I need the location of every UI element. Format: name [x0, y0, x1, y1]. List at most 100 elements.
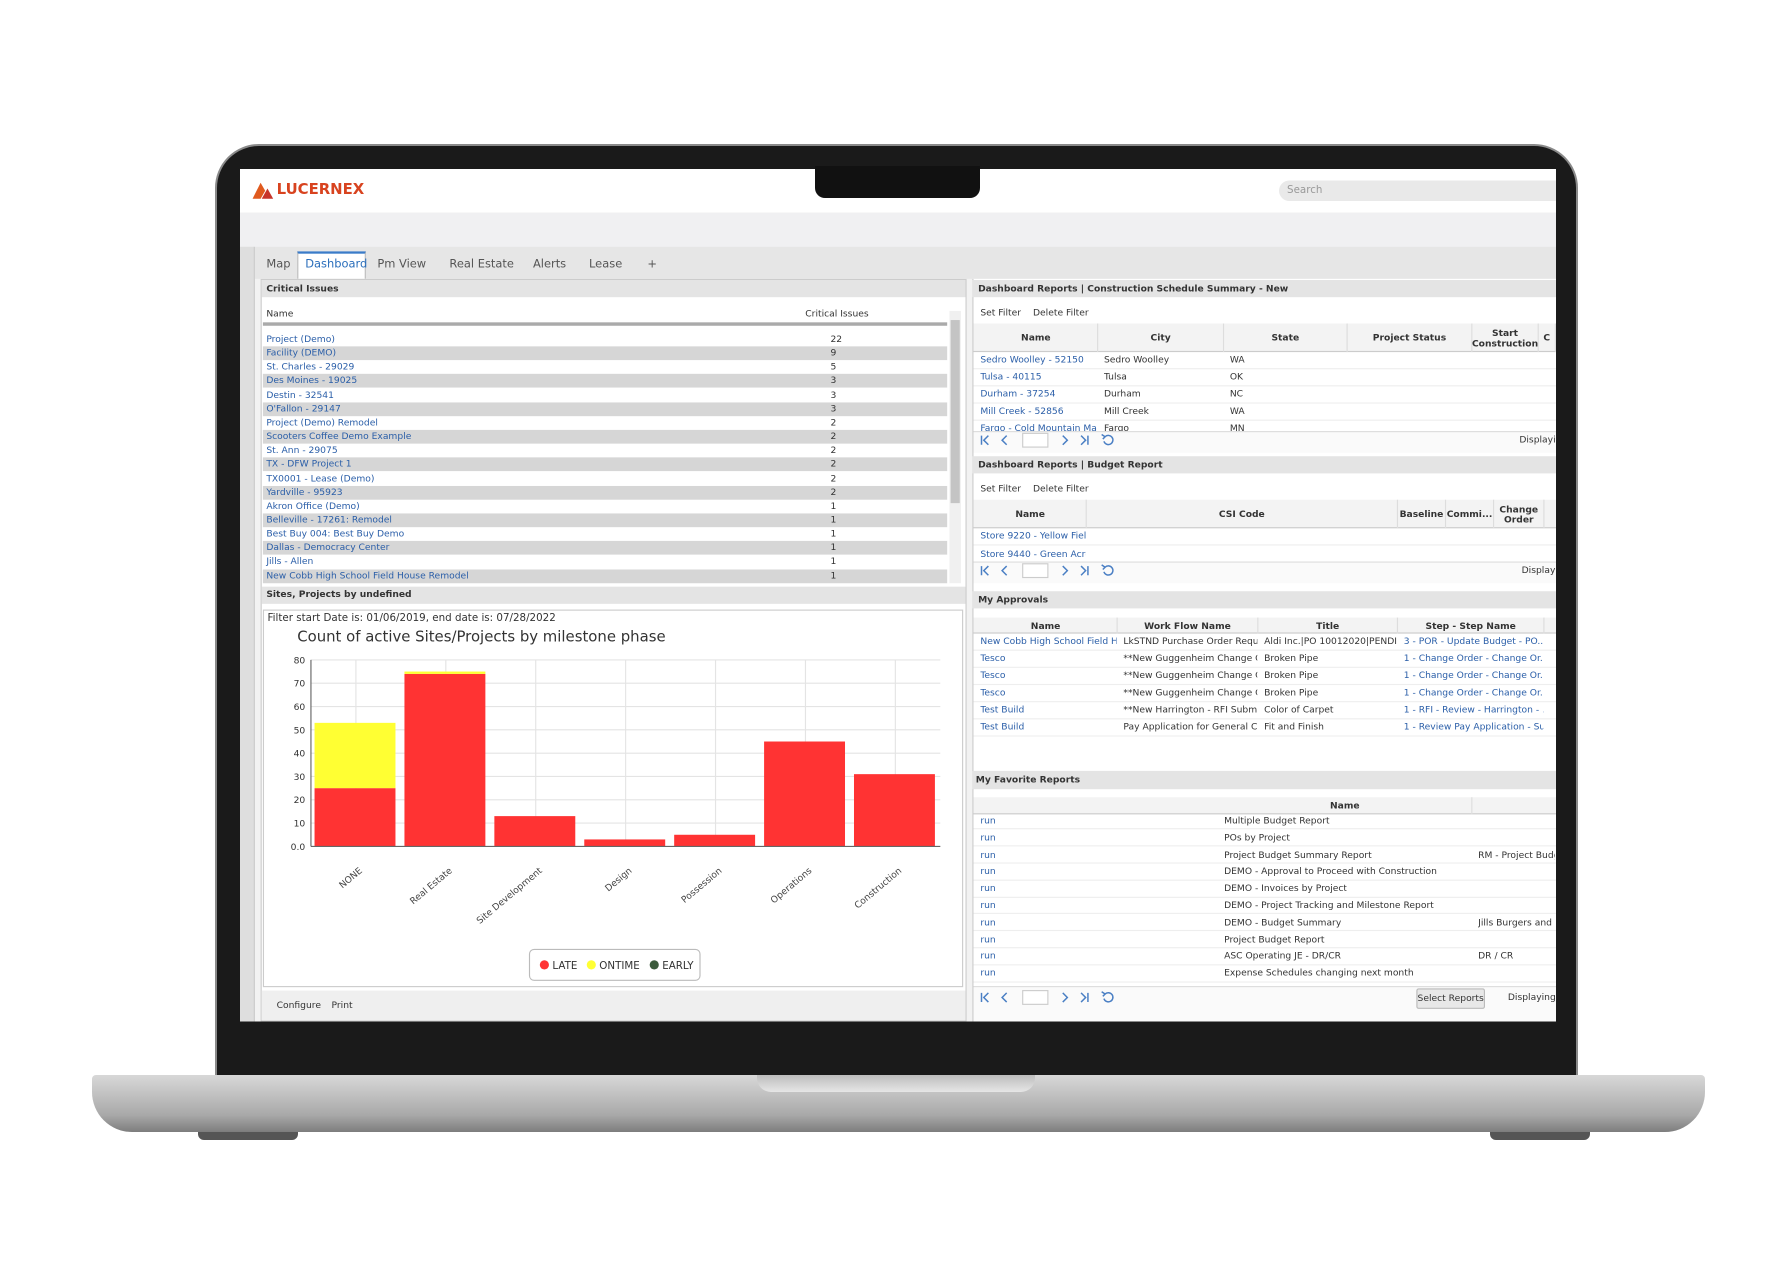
issue-name[interactable]: Project (Demo) [266, 333, 335, 345]
cell: DR / CR [1478, 951, 1514, 962]
issue-name[interactable]: New Cobb High School Field House Remodel [266, 570, 469, 581]
cell[interactable]: 1 - Change Order - Change Or... [1403, 653, 1544, 664]
issue-count: 2 [830, 417, 837, 428]
cell: DEMO - Project Tracking and Milestone Re… [1224, 900, 1434, 911]
scrollbar-thumb[interactable] [950, 320, 960, 504]
issue-name[interactable]: Akron Office (Demo) [266, 500, 360, 511]
issue-name[interactable]: Best Buy 004: Best Buy Demo [266, 528, 405, 539]
cell: Fit and Finish [1264, 721, 1324, 732]
action[interactable]: Delete Filter [1032, 483, 1089, 494]
row-line [973, 913, 1556, 915]
issue-count: 5 [830, 361, 837, 372]
cell[interactable]: Store 9440 - Green Acre... [980, 548, 1086, 560]
search-placeholder[interactable]: Search [1287, 185, 1323, 197]
bar-segment [404, 671, 486, 674]
legend-label: ONTIME [599, 960, 639, 972]
cell[interactable]: Sedro Woolley - 52150 [980, 354, 1084, 365]
cell[interactable]: Fargo - Cold Mountain Mall [980, 423, 1098, 434]
cell[interactable]: Test Build [980, 721, 1025, 732]
cell[interactable]: run [980, 832, 996, 843]
cell[interactable]: 1 - Change Order - Change Or... [1403, 670, 1544, 681]
column-header: Baseline [1398, 499, 1447, 529]
issue-name[interactable]: St. Ann - 29075 [266, 444, 338, 456]
cell[interactable]: Tulsa - 40115 [980, 371, 1042, 382]
tab[interactable]: Map [266, 258, 291, 271]
issue-name[interactable]: Yardville - 95923 [266, 486, 343, 498]
tab[interactable]: + [647, 258, 657, 271]
cell[interactable]: Store 9220 - Yellow Fiel... [980, 530, 1086, 541]
tab[interactable]: Alerts [532, 258, 567, 271]
issue-count: 2 [830, 472, 837, 484]
issue-name[interactable]: Project (Demo) Remodel [266, 417, 378, 428]
y-tick-label: 10 [294, 820, 306, 830]
issue-count: 22 [830, 333, 843, 345]
column-header: Change Order [1494, 499, 1545, 529]
cell[interactable]: run [980, 815, 996, 826]
column-header: Critical Issues [805, 308, 869, 319]
cell[interactable]: run [980, 951, 996, 962]
column-header: City [1098, 323, 1225, 353]
bar-segment [314, 788, 396, 847]
row-band [262, 374, 948, 389]
cell[interactable]: run [980, 967, 996, 979]
action[interactable]: Set Filter [980, 483, 1021, 494]
status: Displaying 1 [1507, 991, 1556, 1003]
issue-name[interactable]: St. Charles - 29029 [266, 361, 355, 372]
issue-name[interactable]: TX0001 - Lease (Demo) [266, 472, 375, 484]
action[interactable]: Delete Filter [1032, 307, 1089, 318]
cell[interactable]: run [980, 866, 996, 877]
panel-header [261, 586, 966, 604]
panel-header [972, 591, 1556, 609]
issue-count: 2 [830, 431, 837, 442]
row-band [262, 346, 948, 361]
cell[interactable]: run [980, 900, 996, 911]
action[interactable]: Print [331, 999, 353, 1011]
cell[interactable]: run [980, 883, 996, 894]
cell: POs by Project [1224, 832, 1290, 843]
tab[interactable]: Lease [589, 258, 623, 271]
y-tick-label: 50 [294, 726, 306, 736]
cell[interactable]: run [980, 849, 996, 860]
cell[interactable]: Mill Creek - 52856 [980, 405, 1064, 417]
issue-count: 1 [830, 528, 837, 539]
cell: RM - Project Budge [1478, 849, 1555, 860]
cell: **New Guggenheim Change Or... [1123, 653, 1257, 664]
cell[interactable]: Tesco [980, 670, 1006, 681]
tab[interactable]: Real Estate [449, 258, 514, 271]
action[interactable]: Configure [276, 999, 321, 1011]
cell[interactable]: 1 - Change Order - Change Or... [1403, 687, 1544, 698]
cell[interactable]: Tesco [980, 653, 1006, 664]
issue-name[interactable]: Dallas - Democracy Center [266, 542, 390, 553]
issue-name[interactable]: TX - DFW Project 1 [266, 458, 352, 470]
cell[interactable]: 1 - Review Pay Application - Su... [1403, 721, 1544, 732]
issue-name[interactable]: Facility (DEMO) [266, 347, 337, 358]
cell[interactable]: run [980, 917, 996, 928]
issue-name[interactable]: Scooters Coffee Demo Example [266, 431, 412, 442]
issue-name[interactable]: Destin - 32541 [266, 389, 334, 400]
issue-name[interactable]: Des Moines - 19025 [266, 375, 358, 386]
y-tick-label: 20 [294, 796, 306, 806]
cell[interactable]: Tesco [980, 687, 1006, 698]
cell[interactable]: Durham - 37254 [980, 388, 1056, 400]
column-header: Name [1218, 797, 1473, 815]
issue-name[interactable]: Belleville - 17261: Remodel [266, 514, 392, 525]
issue-name[interactable]: Jills - Allen [266, 556, 314, 567]
action[interactable]: Set Filter [980, 307, 1021, 318]
legend-label: EARLY [662, 960, 694, 972]
cell[interactable]: run [980, 934, 996, 945]
button[interactable]: Select Reports [1416, 988, 1485, 1009]
cell[interactable]: 3 - POR - Update Budget - PO... [1403, 635, 1544, 647]
cell[interactable]: Test Build [980, 704, 1025, 715]
cell[interactable]: 1 - RFI - Review - Harrington - ... [1403, 704, 1544, 715]
column-header: Commi... [1446, 499, 1495, 529]
tab[interactable]: Pm View [377, 258, 427, 271]
search-box[interactable] [1279, 180, 1556, 202]
row-line [973, 845, 1556, 847]
issue-count: 3 [830, 375, 837, 386]
cell[interactable]: New Cobb High School Field H... [980, 635, 1117, 647]
row-line [973, 683, 1556, 685]
row-line [973, 896, 1556, 898]
tab[interactable]: Dashboard [305, 258, 368, 271]
issue-name[interactable]: O'Fallon - 29147 [266, 403, 341, 414]
active-tab[interactable] [297, 251, 366, 279]
